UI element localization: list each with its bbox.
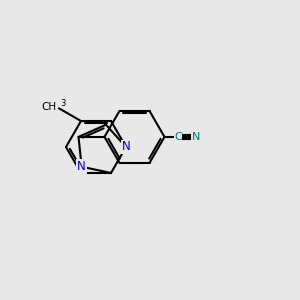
Text: N: N — [77, 160, 86, 173]
Text: N: N — [122, 140, 130, 154]
Text: N: N — [192, 132, 200, 142]
Text: C: C — [174, 132, 182, 142]
Text: CH: CH — [41, 102, 56, 112]
Text: 3: 3 — [60, 99, 65, 108]
